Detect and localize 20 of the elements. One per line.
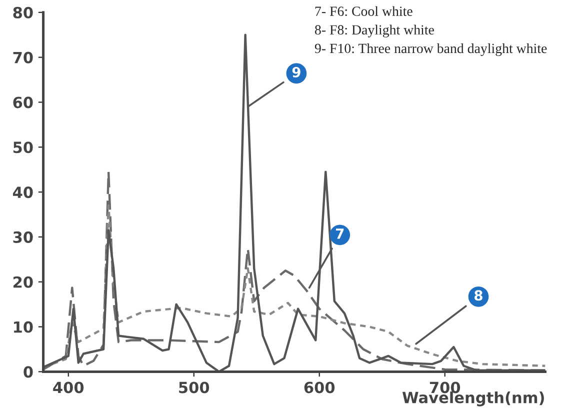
x-axis-title: Wavelength(nm) <box>402 391 544 406</box>
y-tick-label: 10 <box>14 321 33 333</box>
y-tick-label: 20 <box>14 276 33 288</box>
y-tick-label: 60 <box>13 96 33 108</box>
x-tick-label: 500 <box>179 382 210 394</box>
annotation: 9 <box>292 66 300 78</box>
annotation: 7- F6: Cool white <box>315 6 412 16</box>
annotation: 8 <box>474 290 482 301</box>
x-tick-label: 700 <box>430 382 460 394</box>
annotation: 8- F8: Daylight white <box>314 24 434 38</box>
y-tick-label: 50 <box>13 142 33 154</box>
y-tick-label: 40 <box>12 186 33 198</box>
x-tick-label: 400 <box>53 382 84 394</box>
y-tick-label: 0 <box>24 366 33 378</box>
x-tick-label: 600 <box>304 382 335 394</box>
y-tick-label: 30 <box>13 231 33 243</box>
annotation: 7 <box>336 228 344 239</box>
annotation: 9- F10: Three narrow band daylight white <box>314 43 547 56</box>
y-tick-label: 80 <box>13 6 33 18</box>
y-tick-label: 70 <box>13 52 33 64</box>
